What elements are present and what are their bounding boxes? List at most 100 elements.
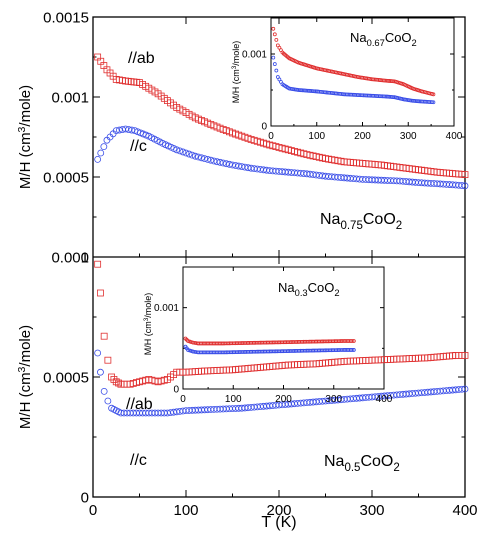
y-tick-label: 0.0005 bbox=[43, 169, 89, 186]
data-point bbox=[430, 100, 434, 105]
data-point bbox=[219, 159, 227, 167]
y-tick-label: 0.0015 bbox=[43, 9, 89, 26]
data-point bbox=[97, 289, 104, 297]
data-point bbox=[461, 171, 469, 179]
y-tick-label: 0.001 bbox=[51, 249, 89, 266]
data-point bbox=[188, 151, 196, 159]
x-tick-label: 0 bbox=[180, 394, 186, 405]
data-point bbox=[97, 368, 104, 376]
data-point bbox=[213, 158, 221, 166]
series-c bbox=[183, 344, 356, 355]
data-point bbox=[216, 158, 224, 166]
y-tick-label: 0 bbox=[81, 489, 89, 506]
formula-na05: Na0.5CoO2 bbox=[324, 453, 400, 474]
label-c: //c bbox=[130, 452, 147, 469]
data-point bbox=[351, 339, 356, 343]
data-point bbox=[191, 340, 195, 345]
data-point bbox=[222, 160, 230, 168]
data-point bbox=[186, 348, 190, 352]
data-point bbox=[431, 100, 436, 105]
x-tick-label: 100 bbox=[173, 502, 198, 519]
data-point bbox=[350, 339, 355, 343]
y-tick-label: 0.001 bbox=[154, 303, 179, 314]
data-point bbox=[272, 62, 277, 66]
data-point bbox=[100, 387, 108, 395]
inset-y-axis-label: M/H (cm3/mole) bbox=[231, 41, 241, 104]
series-c bbox=[94, 349, 469, 417]
bottom-inset-plot: 0 0.001 0 100 200 300 400 M/H (cm3/mole) Na0.3Co… bbox=[143, 267, 393, 405]
x-tick-label: 300 bbox=[359, 502, 384, 519]
y-tick-label: 0.001 bbox=[51, 89, 89, 106]
data-point bbox=[115, 379, 122, 387]
data-point bbox=[225, 160, 233, 168]
y-tick-label: 0.0005 bbox=[43, 369, 89, 386]
data-point bbox=[271, 55, 276, 60]
x-axis-label: T (K) bbox=[261, 514, 296, 531]
data-point bbox=[108, 373, 115, 381]
data-point bbox=[176, 147, 184, 155]
data-point bbox=[179, 148, 187, 156]
data-point bbox=[192, 349, 197, 354]
series-c bbox=[271, 55, 436, 105]
x-tick-label: 200 bbox=[354, 131, 371, 142]
data-point bbox=[461, 385, 469, 393]
data-point bbox=[461, 351, 469, 359]
data-point bbox=[110, 375, 118, 383]
data-point bbox=[461, 182, 469, 190]
data-point bbox=[112, 378, 120, 386]
x-tick-label: 0 bbox=[268, 131, 274, 142]
label-ab: //ab bbox=[128, 50, 155, 67]
x-tick-label: 100 bbox=[225, 394, 242, 405]
data-point bbox=[204, 155, 212, 163]
data-point bbox=[186, 339, 190, 343]
y-tick-label: 0.001 bbox=[242, 50, 267, 61]
formula-na03: Na0.3CoO2 bbox=[278, 280, 340, 298]
data-point bbox=[104, 356, 112, 364]
formula-na075: Na0.75CoO2 bbox=[320, 211, 402, 232]
data-point bbox=[458, 182, 466, 189]
data-point bbox=[198, 154, 205, 162]
x-tick-label: 200 bbox=[266, 502, 291, 519]
top-inset-frame bbox=[270, 17, 455, 127]
data-point bbox=[194, 153, 202, 161]
data-point bbox=[100, 332, 108, 340]
data-point bbox=[207, 156, 215, 164]
inset-y-axis-label: M/H (cm3/mole) bbox=[143, 293, 153, 356]
x-tick-label: 300 bbox=[400, 131, 417, 142]
data-point bbox=[182, 149, 190, 157]
x-tick-label: 400 bbox=[452, 502, 477, 519]
data-point bbox=[189, 340, 194, 344]
top-main-plot: 0 0.0005 0.001 0.0015 M/H (cm3/mole) //ab //c N… bbox=[16, 9, 469, 266]
data-point bbox=[274, 68, 279, 73]
x-tick-label: 400 bbox=[376, 394, 393, 405]
data-point bbox=[187, 339, 192, 344]
label-c: //c bbox=[130, 138, 147, 155]
data-point bbox=[201, 155, 209, 163]
data-point bbox=[104, 397, 112, 405]
series-c bbox=[94, 125, 469, 190]
series-ab bbox=[183, 336, 356, 346]
series-ab bbox=[94, 260, 469, 388]
data-point bbox=[173, 146, 181, 154]
data-point bbox=[458, 385, 466, 393]
data-point bbox=[210, 157, 218, 165]
series-ab bbox=[94, 53, 469, 179]
data-point bbox=[191, 349, 195, 354]
data-point bbox=[274, 37, 279, 42]
y-axis-label: M/H (cm3/mole) bbox=[16, 85, 34, 189]
series-ab bbox=[271, 26, 436, 97]
data-point bbox=[94, 349, 102, 357]
label-ab: //ab bbox=[126, 396, 153, 413]
x-tick-label: 200 bbox=[275, 394, 292, 405]
data-point bbox=[272, 32, 277, 37]
data-point bbox=[351, 348, 356, 352]
data-point bbox=[97, 149, 105, 157]
data-point bbox=[191, 152, 199, 160]
y-axis-label: M/H (cm3/mole) bbox=[16, 325, 34, 429]
data-point bbox=[189, 349, 194, 353]
data-point bbox=[94, 260, 102, 268]
data-point bbox=[192, 341, 197, 345]
y-tick-label: 0 bbox=[81, 249, 89, 266]
data-point bbox=[94, 155, 102, 163]
top-inset-plot: 0 0.001 0 100 200 300 400 M/H (cm3/mole) Na0.67C… bbox=[231, 18, 463, 142]
